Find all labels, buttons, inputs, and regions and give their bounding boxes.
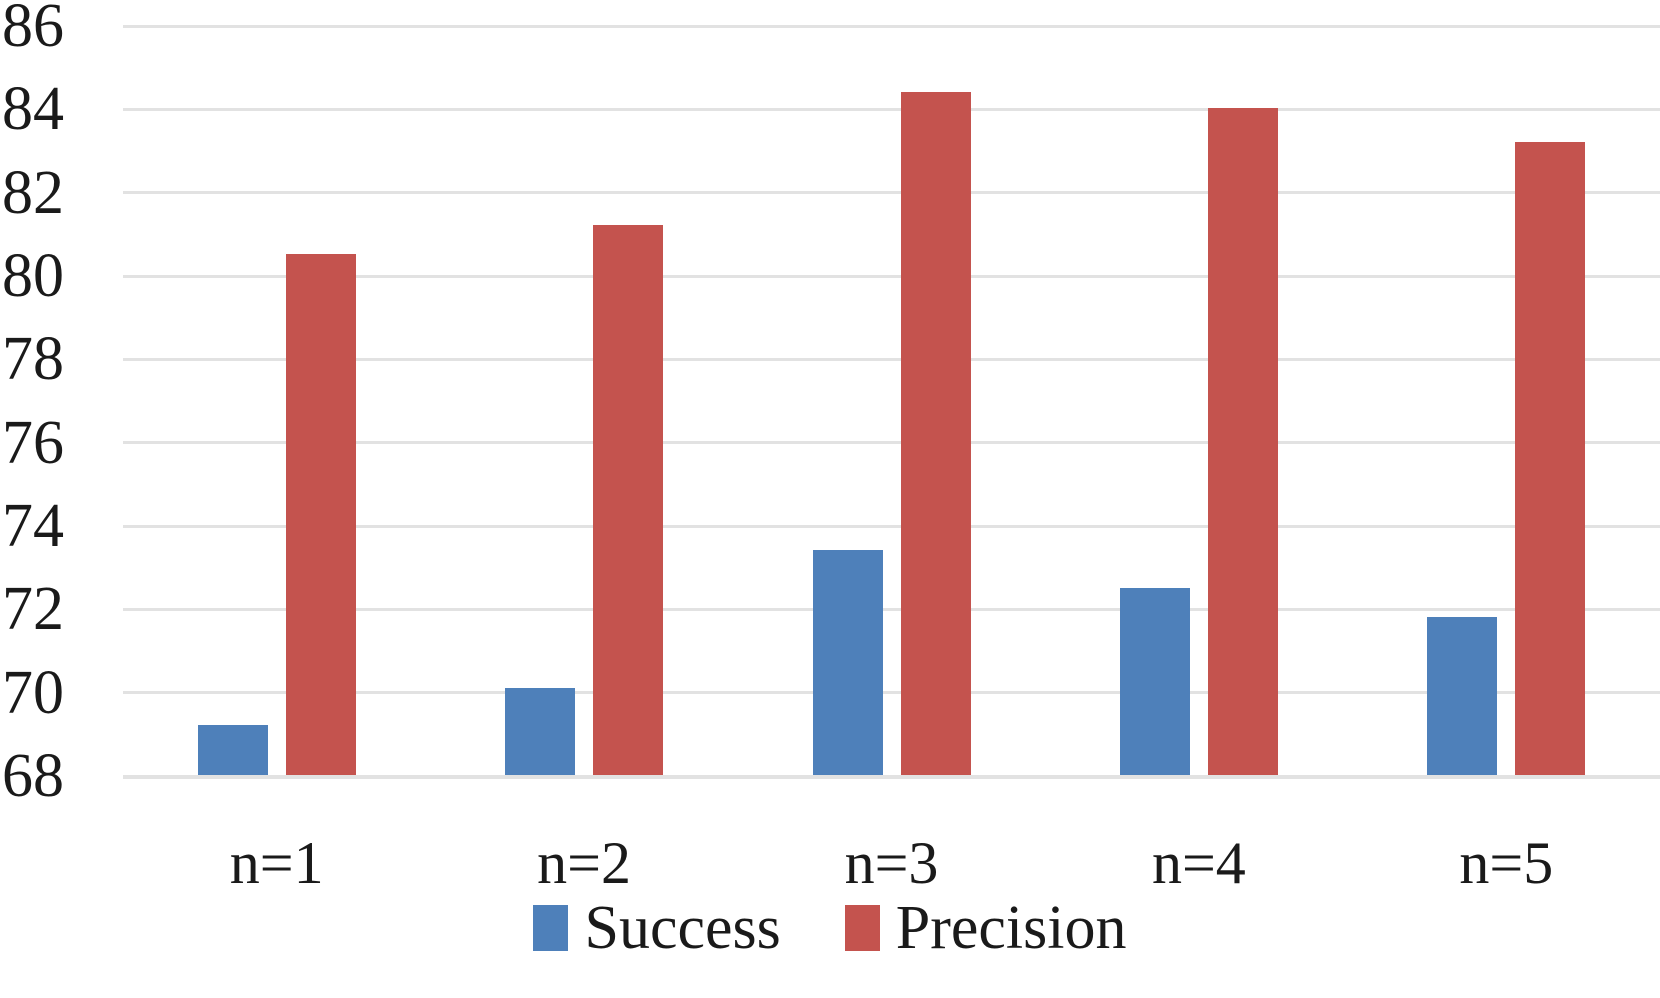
gridline-y-78	[123, 357, 1660, 361]
bar-success-n3	[812, 550, 883, 775]
gridline-y-74	[123, 524, 1660, 528]
x-tick-label-n1: n=1	[229, 830, 324, 896]
bar-precision-n5	[1515, 141, 1586, 775]
bar-success-n5	[1427, 616, 1498, 775]
bar-success-n2	[505, 687, 576, 775]
y-tick-label-72: 72	[2, 575, 64, 644]
y-tick-label-82: 82	[2, 158, 64, 227]
y-tick-label-84: 84	[2, 75, 64, 144]
y-tick-label-70: 70	[2, 658, 64, 727]
y-tick-label-76: 76	[2, 408, 64, 477]
gridline-y-86	[123, 24, 1660, 28]
legend-label-success: Success	[584, 894, 781, 962]
x-tick-label-n4: n=4	[1151, 830, 1246, 896]
y-tick-label-80: 80	[2, 242, 64, 310]
y-tick-label-68: 68	[2, 742, 64, 810]
x-tick-label-n3: n=3	[844, 830, 939, 896]
success-swatch-icon	[533, 905, 569, 951]
x-tick-label-n2: n=2	[537, 830, 632, 896]
y-tick-label-74: 74	[2, 492, 64, 560]
y-tick-label-86: 86	[2, 0, 64, 60]
y-tick-label-78: 78	[2, 325, 64, 394]
bar-success-n4	[1119, 587, 1190, 775]
bar-precision-n2	[593, 225, 664, 775]
gridline-y-82	[123, 191, 1660, 195]
bar-precision-n1	[285, 254, 356, 775]
gridline-y-72	[123, 607, 1660, 611]
gridline-y-80	[123, 274, 1660, 278]
x-tick-label-n5: n=5	[1459, 830, 1554, 896]
bar-precision-n3	[900, 91, 971, 775]
precision-swatch-icon	[844, 905, 880, 951]
bar-precision-n4	[1207, 108, 1278, 775]
legend-label-precision: Precision	[895, 894, 1127, 962]
gridline-y-76	[123, 441, 1660, 445]
legend-entry-precision: Precision	[844, 893, 1127, 963]
gridline-y-70	[123, 691, 1660, 695]
x-axis-line	[123, 775, 1660, 779]
legend: Success Precision	[0, 893, 1660, 963]
bar-success-n1	[197, 725, 268, 775]
gridline-y-84	[123, 107, 1660, 111]
legend-entry-success: Success	[533, 893, 781, 963]
